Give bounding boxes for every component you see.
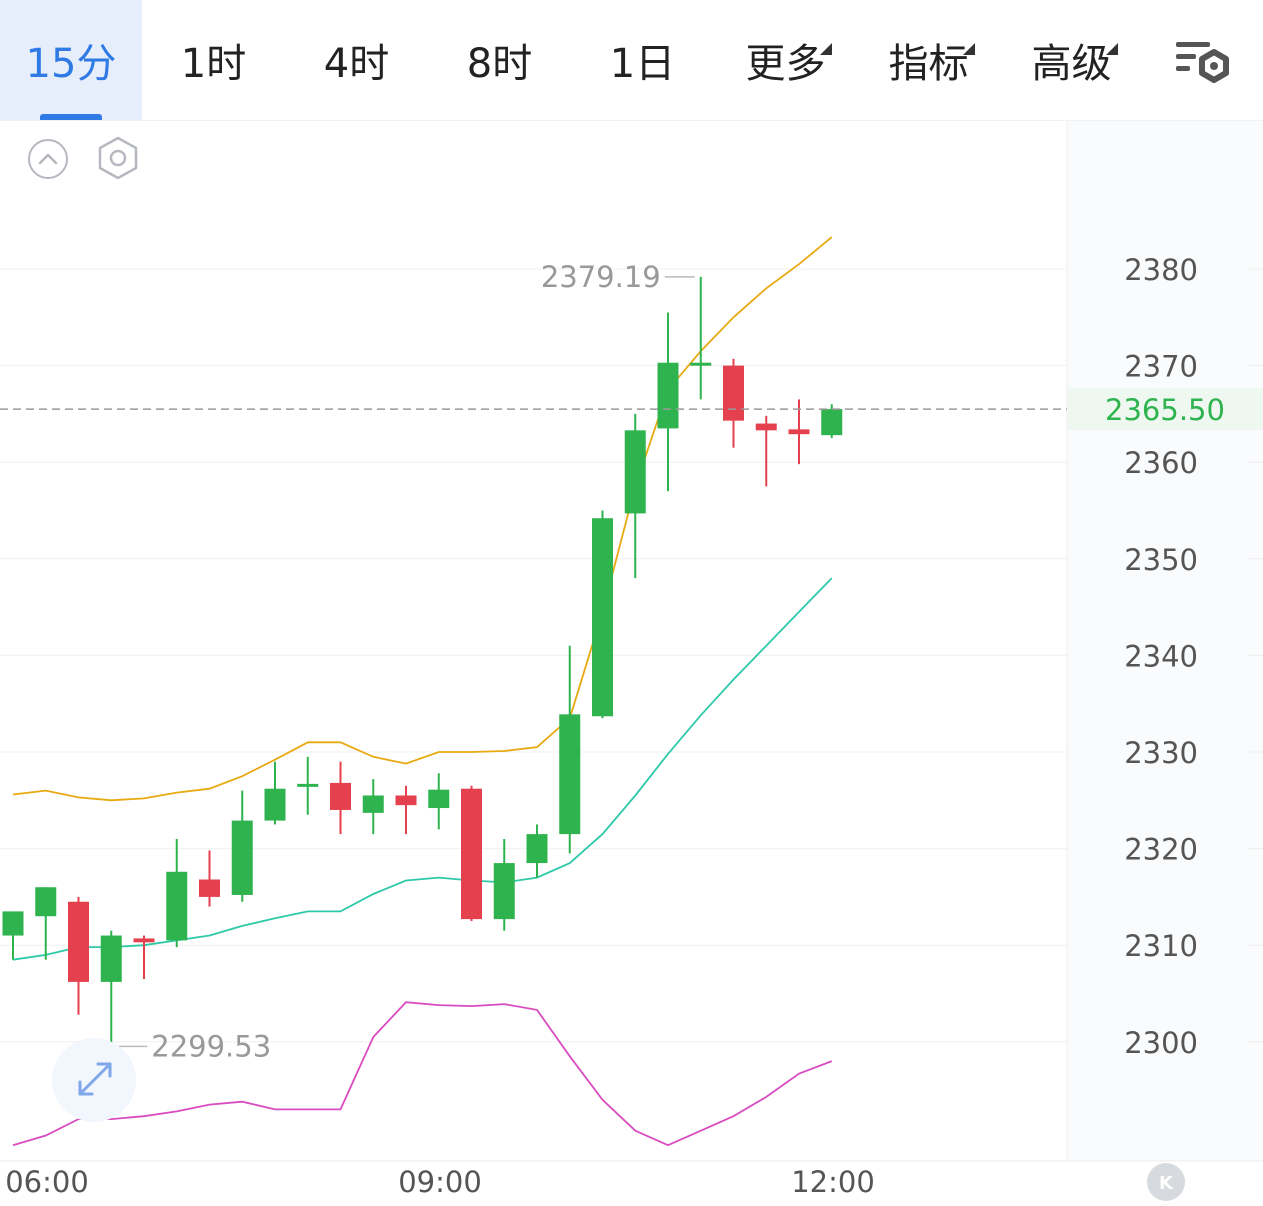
candle-body-up (821, 409, 843, 436)
hexagon-gear-icon (98, 136, 138, 180)
candle-body-up (428, 789, 450, 809)
tab-1[interactable]: 1时 (142, 0, 285, 120)
tab-7[interactable]: 高级 (1000, 0, 1143, 120)
tab-5[interactable]: 更多 (714, 0, 857, 120)
tab-2[interactable]: 4时 (285, 0, 428, 120)
candle-body-down (199, 879, 220, 897)
current-price-tag (1068, 388, 1263, 431)
y-tick-label: 2300 (1124, 1026, 1198, 1060)
tab-label: 1日 (609, 41, 676, 87)
dropdown-caret-icon (819, 43, 832, 55)
candle-body-down (461, 788, 482, 920)
tab-label: 1时 (180, 41, 247, 87)
candle-body-down (395, 795, 417, 806)
candle-body-up (264, 788, 286, 821)
tab-label: 更多 (746, 31, 832, 89)
dropdown-caret-icon (962, 43, 975, 55)
candle-body-down (133, 938, 155, 943)
candle-body-down (755, 423, 777, 431)
candle-body-down (723, 365, 744, 421)
candle-body-up (362, 795, 384, 813)
current-price-label: 2365.50 (1105, 393, 1225, 427)
active-tab-indicator (40, 114, 102, 120)
tab-3[interactable]: 8时 (428, 0, 571, 120)
candle-body-down (330, 782, 351, 810)
tab-0[interactable]: 15分 (0, 0, 142, 120)
candle-body-down (68, 901, 89, 982)
candlestick-chart-svg: 2380 2370 2360 2350 2340 2330 2320 2310 2300 06:0… (0, 121, 1263, 1199)
tab-6[interactable]: 指标 (857, 0, 1000, 120)
chart-settings-icon (1176, 42, 1229, 83)
candle-body-up (657, 362, 679, 429)
y-tick-label: 2320 (1124, 833, 1198, 867)
candle-body-up (526, 834, 548, 864)
tab-label: 高级 (1032, 31, 1118, 89)
x-tick-label: 12:00 (791, 1165, 875, 1199)
candle-body-up (35, 887, 57, 917)
tab-label: 4时 (323, 41, 390, 87)
collapse-button[interactable] (26, 137, 70, 181)
candle-body-up (592, 518, 613, 717)
candle-body-up (493, 863, 515, 920)
candle-body-up (624, 430, 646, 514)
tab-label: 指标 (889, 31, 975, 89)
y-tick-label: 2380 (1124, 253, 1198, 287)
candle-body-up (100, 935, 122, 982)
candle-body-up (2, 911, 24, 936)
fullscreen-button[interactable] (52, 1038, 136, 1122)
kline-chart[interactable]: 2380 2370 2360 2350 2340 2330 2320 2310 2300 06:0… (0, 121, 1263, 1202)
y-tick-label: 2360 (1124, 446, 1198, 480)
boll-mid-line (12, 577, 833, 961)
kline-mode-button[interactable]: K (1147, 1163, 1185, 1201)
low-marker-label: 2299.53 (151, 1029, 271, 1063)
price-axis-panel (1067, 121, 1263, 1161)
y-tick-label: 2310 (1124, 929, 1198, 963)
x-tick-label: 09:00 (398, 1165, 482, 1199)
timeframe-tab-bar: 15分 1时 4时 8时 1日 更多 指标 高级 (0, 0, 1263, 121)
tab-4[interactable]: 1日 (571, 0, 714, 120)
y-tick-label: 2350 (1124, 543, 1198, 577)
tab-label: 15分 (25, 41, 117, 87)
chevron-up-circle-icon (28, 139, 68, 179)
y-tick-label: 2340 (1124, 639, 1198, 673)
candle-body-up (166, 871, 188, 941)
boll-lower-line (12, 1001, 833, 1147)
y-tick-label: 2370 (1124, 350, 1198, 384)
candle-body-up (231, 820, 253, 895)
candle-body-down (788, 429, 810, 435)
expand-arrows-icon (78, 1062, 112, 1096)
boll-upper-line (12, 236, 833, 802)
x-tick-label: 06:00 (5, 1165, 89, 1199)
indicator-settings-button[interactable] (95, 135, 141, 181)
k-circle-icon: K (1159, 1173, 1174, 1194)
candle-body-up (559, 714, 581, 835)
tab-label: 8时 (466, 41, 533, 87)
dropdown-caret-icon (1105, 43, 1118, 55)
svg-text:K: K (1159, 1173, 1174, 1194)
y-tick-label: 2330 (1124, 736, 1198, 770)
candle-body-up (297, 783, 319, 787)
candle-body-up (690, 362, 712, 366)
high-marker-label: 2379.19 (541, 260, 661, 294)
chart-settings-button[interactable] (1168, 32, 1238, 92)
